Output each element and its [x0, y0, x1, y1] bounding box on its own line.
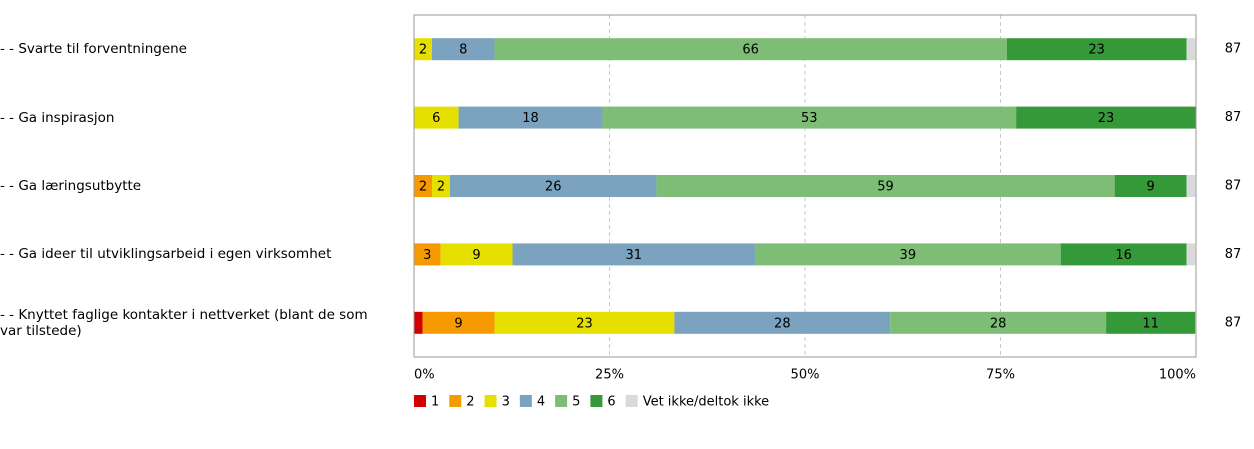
data-label: 9 — [454, 316, 462, 331]
category-label: - - Ga læringsutbytte — [0, 178, 142, 194]
bar-segment — [1186, 175, 1196, 197]
total-label: 87 — [1225, 110, 1242, 125]
category-label: - - Ga ideer til utviklingsarbeid i egen… — [0, 246, 332, 263]
bar-segment — [422, 311, 495, 334]
data-label: 6 — [432, 111, 440, 126]
data-label: 28 — [774, 316, 791, 331]
data-label: 8 — [459, 43, 467, 58]
legend-label: 1 — [431, 395, 439, 410]
bar-segment — [458, 106, 603, 129]
data-label: 18 — [522, 111, 539, 126]
bar-segment — [414, 175, 432, 197]
legend-swatch — [449, 395, 462, 407]
bar-segment — [431, 175, 450, 197]
legend-swatch — [519, 395, 532, 407]
data-label: 11 — [1142, 316, 1159, 331]
x-tick-label: 75% — [986, 368, 1015, 383]
total-label: 87 — [1225, 179, 1242, 194]
bar-segment — [602, 106, 1017, 129]
data-label: 2 — [437, 180, 445, 195]
total-label: 87 — [1225, 315, 1242, 330]
legend-swatch — [625, 395, 638, 407]
legend-label: 5 — [572, 395, 580, 410]
x-tick-label: 25% — [595, 368, 624, 383]
legend-label: 4 — [537, 395, 545, 410]
data-label: 23 — [576, 316, 593, 331]
data-label: 23 — [1098, 111, 1115, 126]
bar-segment — [440, 243, 513, 266]
legend-swatch — [555, 395, 568, 407]
data-label: 9 — [1147, 180, 1155, 195]
x-tick-label: 0% — [414, 368, 435, 383]
bar-segment — [1186, 243, 1196, 266]
legend-swatch — [484, 395, 497, 407]
bar-segment — [449, 175, 657, 197]
legend-label: 3 — [502, 395, 510, 410]
bar-segment — [431, 38, 495, 61]
bar-segment — [754, 243, 1061, 266]
total-label: 87 — [1225, 42, 1242, 57]
data-label: 9 — [472, 248, 480, 263]
bar-segment — [656, 175, 1115, 197]
bar-segment — [512, 243, 755, 266]
data-label: 59 — [877, 180, 894, 195]
data-label: 66 — [742, 43, 759, 58]
bar-segment — [494, 38, 1007, 61]
data-label: 2 — [419, 43, 427, 58]
x-tick-label: 50% — [791, 368, 820, 383]
data-label: 28 — [990, 316, 1007, 331]
data-label: 3 — [423, 248, 431, 263]
bar-segment — [1016, 106, 1196, 129]
bar-segment — [494, 311, 675, 334]
bar-segment — [1060, 243, 1187, 266]
bar-segment — [674, 311, 891, 334]
data-label: 16 — [1115, 248, 1132, 263]
data-label: 31 — [625, 248, 642, 263]
data-label: 39 — [900, 248, 917, 263]
total-label: 87 — [1225, 247, 1242, 262]
data-label: 53 — [801, 111, 818, 126]
category-label: - - Svarte til forventningene — [0, 41, 187, 58]
bar-segment — [414, 311, 423, 334]
plot-border — [413, 14, 1197, 358]
legend-swatch — [590, 395, 603, 407]
legend-label: Vet ikke/deltok ikke — [643, 395, 769, 410]
bar-segment — [414, 38, 432, 61]
bar-segment — [1186, 38, 1196, 61]
x-tick-label: 100% — [1159, 368, 1196, 383]
data-label: 2 — [419, 180, 427, 195]
category-label: - - Knyttet faglige kontakter i nettverk… — [0, 306, 368, 339]
category-label: - - Ga inspirasjon — [0, 109, 115, 126]
bar-segment — [1106, 311, 1196, 334]
legend-label: 6 — [607, 395, 615, 410]
legend-swatch — [414, 395, 426, 407]
data-label: 26 — [545, 180, 562, 195]
bar-segment — [414, 106, 459, 129]
bar-segment — [1006, 38, 1187, 61]
legend-label: 2 — [466, 395, 474, 410]
bar-segment — [890, 311, 1107, 334]
bar-segment — [414, 243, 441, 266]
bar-segment — [1114, 175, 1187, 197]
data-label: 23 — [1088, 43, 1105, 58]
